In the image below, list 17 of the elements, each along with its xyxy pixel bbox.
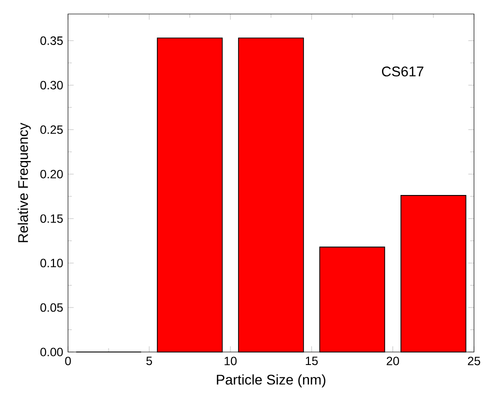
y-axis-title: Relative Frequency [18, 122, 31, 242]
x-axis-title: Particle Size (nm) [216, 374, 326, 388]
y-tick-label: 0.05 [40, 303, 63, 312]
x-tick-label: 25 [468, 356, 480, 366]
y-tick-label: 0.30 [40, 80, 63, 90]
y-tick-label: 0.35 [40, 36, 63, 45]
y-tick-label: 0.00 [40, 348, 63, 356]
x-tick-label: 20 [386, 356, 400, 366]
y-tick-label: 0.25 [40, 125, 63, 134]
y-tick-label: 0.15 [40, 214, 63, 223]
annotation: CS617 [382, 66, 424, 76]
y-tick-label: 0.20 [40, 170, 63, 178]
x-tick-label: 15 [306, 356, 318, 366]
x-tick-label: 10 [224, 356, 237, 366]
y-tick-label: 0.10 [40, 258, 63, 268]
x-tick-label: 5 [146, 356, 152, 366]
x-tick-label: 0 [65, 356, 71, 366]
